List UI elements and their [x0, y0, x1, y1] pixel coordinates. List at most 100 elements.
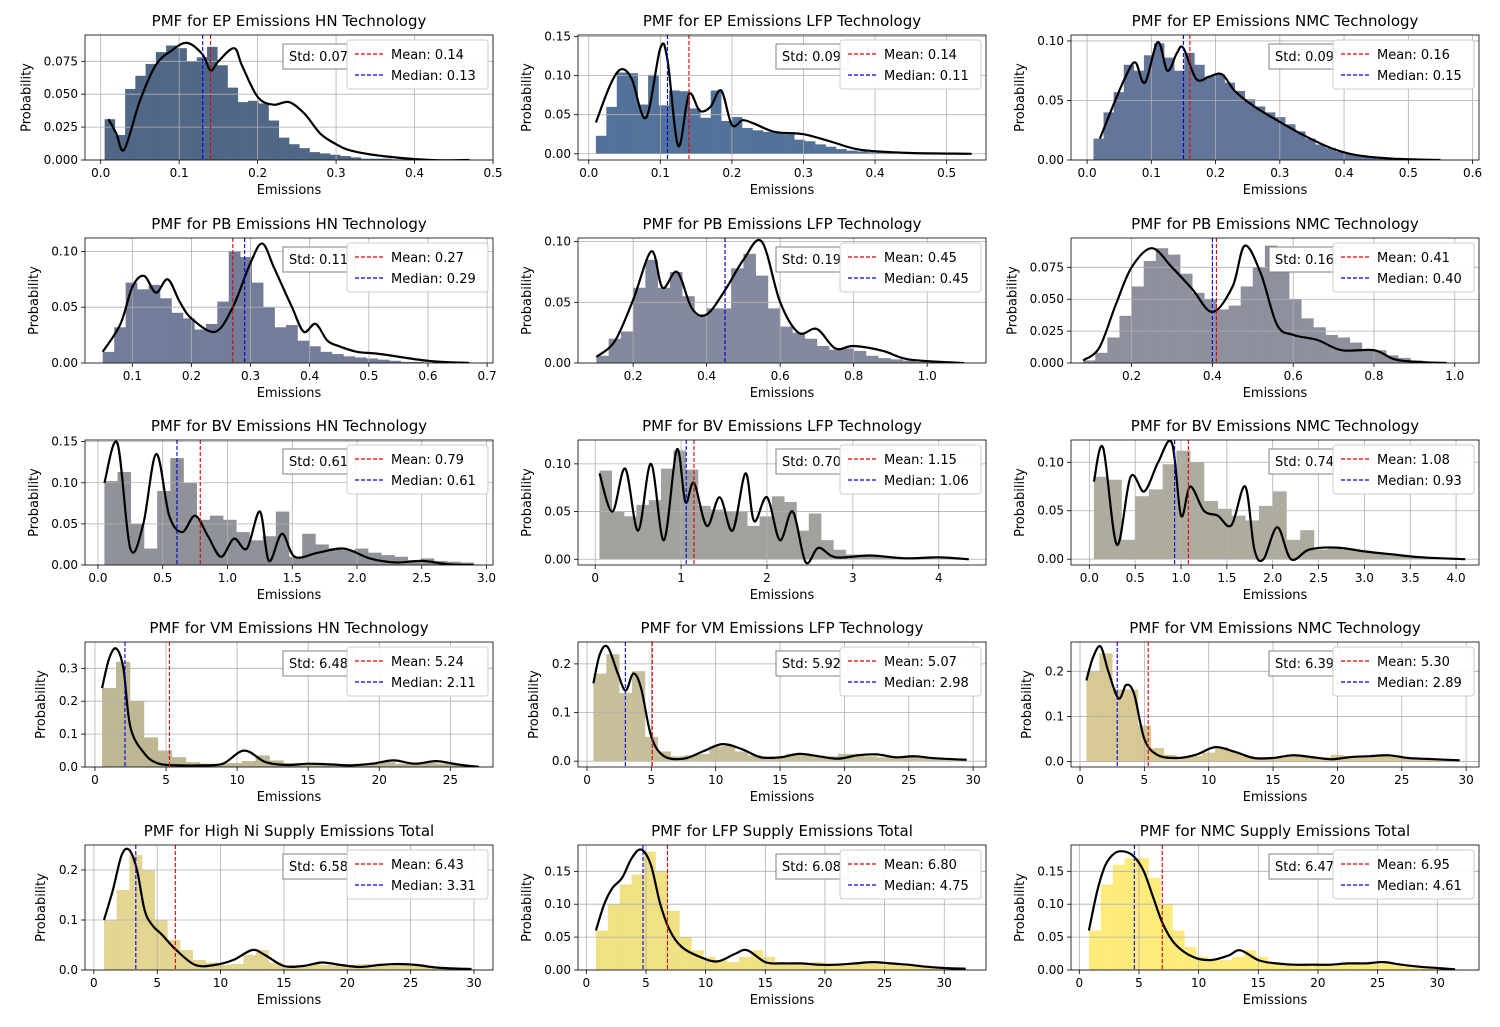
histogram-bar — [631, 874, 644, 970]
x-tick-label: 2.0 — [347, 571, 366, 585]
histogram-bar — [325, 765, 340, 767]
legend-frame — [346, 444, 489, 495]
histogram-bar — [217, 65, 228, 160]
x-tick-label: 0.2 — [624, 369, 643, 383]
histogram-bar — [1136, 858, 1149, 970]
x-tick-label: 5 — [162, 773, 170, 787]
histogram-bar — [331, 354, 344, 363]
histogram-bar — [798, 963, 811, 970]
x-tick-label: 0.6 — [418, 369, 437, 383]
histogram-bar — [679, 937, 692, 970]
histogram-bar — [710, 509, 723, 560]
histogram-bar — [436, 763, 452, 767]
y-tick-label: 0.075 — [44, 54, 78, 68]
x-tick-label: 10 — [1201, 773, 1216, 787]
histogram-bar — [657, 287, 671, 363]
x-tick-label: 10 — [1191, 976, 1206, 990]
x-tick-label: 25 — [1370, 976, 1385, 990]
histogram-bar — [394, 556, 408, 565]
y-tick-label: 0.15 — [1037, 864, 1064, 878]
histogram-bar — [1313, 327, 1326, 363]
y-tick-label: 0.00 — [544, 147, 571, 161]
histogram-bar — [721, 120, 732, 154]
histogram-bar — [606, 106, 618, 154]
histogram-bar — [1135, 496, 1150, 560]
histogram-bar — [616, 72, 628, 154]
y-tick-label: 0.05 — [1037, 93, 1064, 107]
histogram-bar — [196, 57, 208, 160]
subplot-4: PMF for PB Emissions HN Technology 0.1 0.2… — [27, 215, 497, 401]
x-tick-label: 0.6 — [771, 369, 790, 383]
histogram-bar — [381, 555, 395, 565]
histogram-bar — [258, 103, 269, 160]
y-tick-label: 0.00 — [544, 963, 571, 977]
histogram-bar — [294, 965, 308, 970]
histogram-bar — [739, 956, 752, 970]
legend-mean-label: Mean: 6.80 — [884, 858, 957, 873]
histogram-bar — [1313, 549, 1329, 560]
x-tick-label: 15 — [1265, 773, 1280, 787]
histogram — [599, 450, 970, 560]
x-tick-label: 0 — [91, 773, 99, 787]
std-box: Std: 0.07 — [282, 43, 356, 70]
x-axis-label: Emissions — [1243, 993, 1308, 1008]
axes-frame — [1070, 844, 1480, 971]
histogram-bar — [422, 763, 438, 767]
y-tick-label: 0.3 — [59, 661, 78, 675]
histogram-bar — [1174, 70, 1185, 160]
x-tick-label: 1.0 — [1445, 369, 1464, 383]
histogram-bar — [251, 282, 264, 363]
histogram-bar — [1264, 112, 1276, 160]
histogram-bar — [1422, 968, 1436, 970]
histogram-bar — [1361, 350, 1375, 363]
histogram-bar — [176, 48, 187, 160]
histogram-bar — [354, 357, 367, 363]
histogram-bar — [1382, 554, 1397, 560]
legend-median-label: Median: 2.98 — [884, 676, 969, 691]
histogram-bar — [1234, 90, 1246, 160]
x-tick-label: 1.5 — [283, 571, 302, 585]
y-tick-label: 0.15 — [51, 435, 78, 449]
histogram-bar — [1143, 260, 1157, 363]
histogram-bar — [274, 327, 287, 363]
histogram-bar — [340, 156, 351, 160]
histogram-bar — [1341, 549, 1356, 560]
x-tick-label: 0.1 — [651, 166, 670, 180]
histogram-bar — [593, 673, 607, 762]
histogram-bar — [694, 314, 707, 363]
histogram-bar — [595, 135, 607, 154]
x-axis-label: Emissions — [750, 386, 815, 401]
x-tick-label: 0.5 — [359, 369, 378, 383]
std-box: Std: 5.92 — [775, 650, 849, 677]
y-tick-label: 0.025 — [44, 120, 78, 134]
histogram-bar — [1100, 884, 1114, 970]
histogram-bar — [1220, 960, 1233, 970]
x-tick-label: 3.5 — [1401, 571, 1420, 585]
kde-curve — [1087, 850, 1456, 970]
histogram-bar — [914, 361, 928, 363]
legend-median-label: Median: 4.75 — [884, 879, 969, 894]
kde-curve — [101, 647, 479, 767]
x-tick-label: 3 — [849, 571, 857, 585]
chart-title: PMF for EP Emissions NMC Technology — [1132, 12, 1419, 30]
chart-title: PMF for EP Emissions HN Technology — [152, 12, 427, 30]
legend-frame — [839, 849, 982, 900]
y-tick-label: 0.00 — [1037, 552, 1064, 566]
histogram-bar — [116, 890, 130, 970]
x-tick-label: 10 — [213, 976, 228, 990]
histogram-bar — [673, 450, 686, 560]
histogram-bar — [1113, 92, 1125, 160]
histogram-bar — [645, 259, 658, 363]
histogram-bar — [104, 119, 116, 160]
histogram — [1083, 245, 1435, 363]
y-tick-label: 0.2 — [552, 657, 571, 671]
y-tick-label: 0.1 — [59, 913, 78, 927]
x-axis-label: Emissions — [257, 993, 322, 1008]
legend-median-label: Median: 0.11 — [884, 69, 969, 84]
histogram-bar — [409, 764, 424, 767]
std-box-frame — [1268, 43, 1342, 70]
histogram-bar — [1355, 155, 1367, 160]
y-tick-label: 0.00 — [51, 356, 78, 370]
y-tick-label: 0.05 — [544, 930, 571, 944]
histogram-bar — [596, 355, 609, 363]
